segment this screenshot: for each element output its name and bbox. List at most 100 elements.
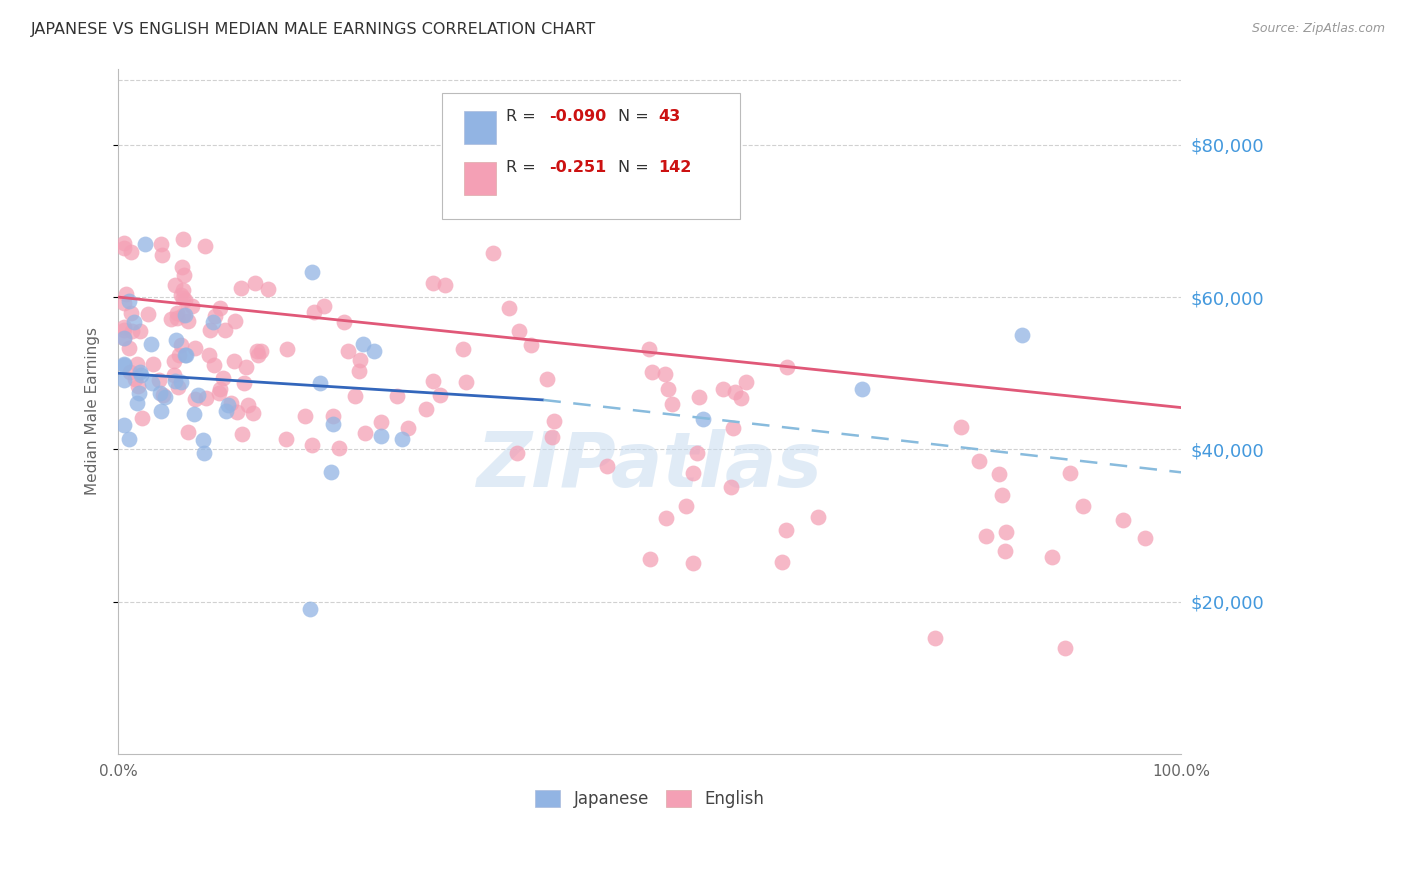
English (661, 397, 683, 411)
Japanese (201, 315, 224, 329)
English (180, 299, 202, 313)
English (1071, 499, 1094, 513)
English (166, 380, 188, 394)
Japanese (183, 407, 205, 421)
English (112, 240, 135, 254)
Japanese (112, 357, 135, 371)
English (247, 348, 270, 362)
English (328, 441, 350, 455)
Japanese (352, 337, 374, 351)
Japanese (118, 293, 141, 308)
English (1059, 466, 1081, 480)
English (150, 237, 173, 252)
English (204, 309, 226, 323)
English (167, 348, 190, 362)
English (987, 467, 1010, 482)
Japanese (117, 432, 139, 446)
English (202, 358, 225, 372)
Text: 142: 142 (658, 161, 692, 176)
Japanese (153, 390, 176, 404)
Japanese (186, 388, 208, 402)
English (596, 458, 619, 473)
English (232, 376, 254, 390)
Japanese (173, 308, 195, 322)
English (120, 306, 142, 320)
English (172, 260, 194, 275)
FancyBboxPatch shape (443, 93, 740, 219)
English (967, 454, 990, 468)
English (127, 378, 149, 392)
Text: JAPANESE VS ENGLISH MEDIAN MALE EARNINGS CORRELATION CHART: JAPANESE VS ENGLISH MEDIAN MALE EARNINGS… (31, 22, 596, 37)
English (654, 367, 676, 381)
English (172, 232, 194, 246)
English (166, 306, 188, 320)
Japanese (851, 382, 873, 396)
English (520, 338, 543, 352)
English (638, 552, 661, 566)
English (1112, 513, 1135, 527)
English (508, 324, 530, 338)
English (344, 389, 367, 403)
Japanese (112, 418, 135, 433)
English (387, 388, 409, 402)
English (219, 396, 242, 410)
English (150, 248, 173, 262)
Japanese (112, 358, 135, 372)
English (256, 282, 278, 296)
English (994, 543, 1017, 558)
English (208, 386, 231, 401)
Japanese (370, 429, 392, 443)
Text: -0.251: -0.251 (548, 161, 606, 176)
English (682, 556, 704, 570)
Japanese (112, 373, 135, 387)
English (498, 301, 520, 315)
English (657, 382, 679, 396)
Text: 43: 43 (658, 109, 681, 124)
Japanese (298, 602, 321, 616)
Japanese (150, 403, 173, 417)
Japanese (319, 466, 342, 480)
English (974, 528, 997, 542)
Text: N =: N = (617, 161, 654, 176)
Japanese (112, 331, 135, 345)
English (177, 314, 200, 328)
English (302, 304, 325, 318)
English (243, 276, 266, 290)
English (163, 277, 186, 292)
English (301, 438, 323, 452)
English (184, 392, 207, 406)
English (730, 391, 752, 405)
English (686, 446, 709, 460)
English (245, 344, 267, 359)
English (142, 357, 165, 371)
Text: -0.090: -0.090 (548, 109, 606, 124)
English (224, 354, 246, 368)
English (332, 315, 354, 329)
Japanese (128, 386, 150, 401)
English (721, 421, 744, 435)
English (183, 341, 205, 355)
English (294, 409, 316, 423)
English (198, 348, 221, 362)
English (176, 425, 198, 440)
English (770, 555, 793, 569)
English (720, 481, 742, 495)
Y-axis label: Median Male Earnings: Median Male Earnings (86, 327, 100, 495)
English (124, 372, 146, 386)
English (429, 387, 451, 401)
English (354, 426, 377, 441)
English (236, 398, 259, 412)
English (224, 314, 246, 328)
English (172, 283, 194, 297)
English (415, 401, 437, 416)
English (242, 407, 264, 421)
English (152, 388, 174, 402)
English (112, 331, 135, 345)
Japanese (122, 315, 145, 329)
English (336, 343, 359, 358)
English (682, 466, 704, 480)
Japanese (217, 398, 239, 412)
Japanese (363, 343, 385, 358)
English (194, 239, 217, 253)
English (548, 122, 571, 136)
